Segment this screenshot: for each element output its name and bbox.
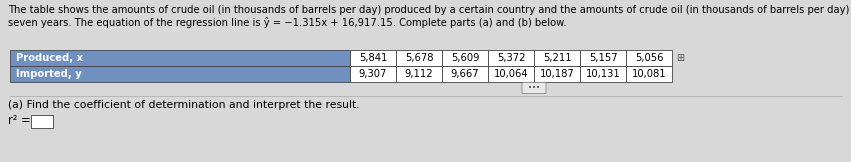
Text: seven years. The equation of the regression line is ŷ = −1.315x + 16,917.15. Com: seven years. The equation of the regress… [8, 17, 567, 28]
Bar [580, 66, 626, 82]
Text: 5,372: 5,372 [497, 53, 525, 63]
Bar [350, 50, 396, 66]
Bar [350, 66, 396, 82]
Bar [31, 115, 53, 128]
Text: The table shows the amounts of crude oil (in thousands of barrels per day) produ: The table shows the amounts of crude oil… [8, 5, 851, 15]
Text: Imported, y: Imported, y [16, 69, 82, 79]
Bar [10, 50, 350, 66]
Text: 5,841: 5,841 [359, 53, 387, 63]
Bar [626, 66, 672, 82]
Bar [442, 66, 488, 82]
Text: 5,056: 5,056 [635, 53, 663, 63]
Text: 10,064: 10,064 [494, 69, 528, 79]
Text: 5,678: 5,678 [405, 53, 433, 63]
Text: 10,187: 10,187 [540, 69, 574, 79]
Text: 5,211: 5,211 [543, 53, 571, 63]
Text: 9,112: 9,112 [405, 69, 433, 79]
Text: 5,157: 5,157 [589, 53, 617, 63]
Text: 5,609: 5,609 [451, 53, 479, 63]
Bar [442, 50, 488, 66]
Text: ⊞: ⊞ [676, 53, 684, 63]
Text: 10,131: 10,131 [585, 69, 620, 79]
Bar [396, 66, 442, 82]
Bar [488, 66, 534, 82]
Text: Produced, x: Produced, x [16, 53, 83, 63]
Bar [396, 50, 442, 66]
Bar [534, 66, 580, 82]
Text: 10,081: 10,081 [631, 69, 666, 79]
FancyBboxPatch shape [522, 82, 546, 93]
Bar [10, 66, 350, 82]
Text: 9,307: 9,307 [359, 69, 387, 79]
Bar [626, 50, 672, 66]
Bar [488, 50, 534, 66]
Text: 9,667: 9,667 [451, 69, 479, 79]
Bar [534, 50, 580, 66]
Text: r² =: r² = [8, 114, 31, 127]
Text: (a) Find the coefficient of determination and interpret the result.: (a) Find the coefficient of determinatio… [8, 100, 360, 110]
Text: •••: ••• [528, 85, 540, 91]
Bar [580, 50, 626, 66]
